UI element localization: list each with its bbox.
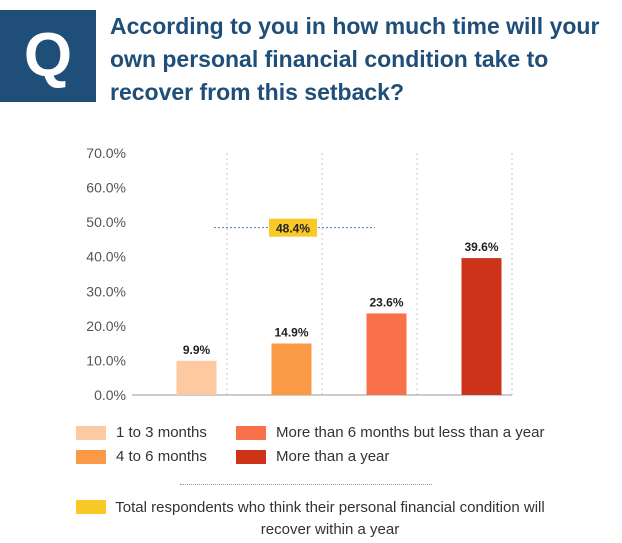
annotation-badge	[269, 218, 317, 237]
y-tick-label: 10.0%	[86, 352, 126, 368]
y-tick-label: 30.0%	[86, 283, 126, 299]
bar	[366, 313, 407, 395]
legend-item-3: More than 6 months but less than a year	[236, 424, 544, 441]
y-tick-label: 0.0%	[94, 387, 126, 403]
legend-item-2: 4 to 6 months	[76, 448, 207, 465]
bar	[176, 360, 217, 395]
note-swatch	[76, 500, 106, 514]
y-tick-label: 40.0%	[86, 249, 126, 265]
note-text: Total respondents who think their person…	[115, 499, 545, 538]
legend-swatch	[236, 425, 266, 440]
bar	[271, 343, 312, 395]
legend-item-4: More than a year	[236, 448, 389, 465]
y-tick-label: 50.0%	[86, 214, 126, 230]
y-tick-label: 60.0%	[86, 180, 126, 196]
question-badge-letter: Q	[23, 21, 73, 90]
y-tick-label: 70.0%	[86, 145, 126, 161]
question-title: According to you in how much time will y…	[110, 13, 600, 105]
legend-item-1: 1 to 3 months	[76, 424, 207, 441]
legend-swatch	[236, 449, 266, 464]
bar-value-label: 9.9%	[183, 343, 211, 357]
legend-label: More than 6 months but less than a year	[276, 424, 545, 441]
legend-swatch	[76, 449, 106, 464]
bar-chart: 0.0% 10.0% 20.0% 30.0% 40.0% 50.0% 60.0% 70.0% 9…	[86, 145, 513, 403]
separator	[180, 484, 432, 485]
question-badge: Q	[0, 10, 96, 102]
bar-value-label: 39.6%	[464, 240, 498, 254]
legend-swatch	[76, 425, 106, 440]
bar-value-label: 14.9%	[274, 325, 308, 339]
bar-value-label: 23.6%	[369, 295, 403, 309]
annotation-label: 48.4%	[276, 222, 310, 236]
legend-label: 1 to 3 months	[116, 424, 207, 441]
legend-label: 4 to 6 months	[116, 448, 207, 465]
legend-label: More than a year	[276, 448, 390, 465]
bar	[461, 258, 502, 395]
y-tick-label: 20.0%	[86, 318, 126, 334]
